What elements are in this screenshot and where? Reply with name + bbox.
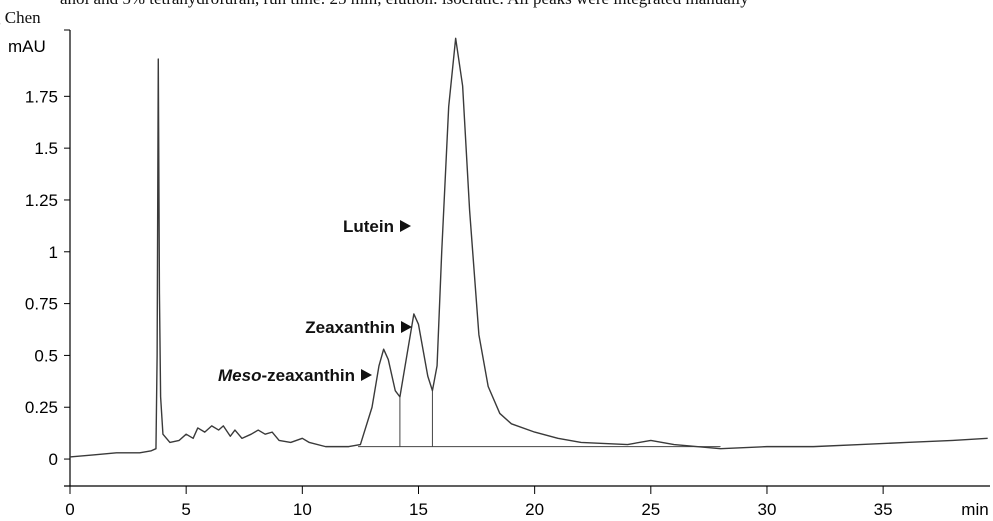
signal-line	[69, 37, 988, 458]
annotation-text: Lutein	[343, 217, 394, 236]
caption-fragment: g Chen	[0, 8, 41, 27]
peak-annotation: Zeaxanthin	[305, 318, 395, 337]
y-tick-label: 1.75	[25, 87, 58, 106]
y-tick-label: 0.5	[34, 346, 58, 365]
caption-fragment: anol and 5% tetrahydrofuran, run time: 2…	[60, 0, 749, 8]
annotation-arrow	[400, 220, 411, 232]
x-tick-label: 35	[874, 500, 893, 519]
annotation-arrow	[361, 369, 372, 381]
y-tick-label: 0	[49, 450, 58, 469]
x-tick-label: 0	[65, 500, 74, 519]
x-tick-label: 25	[641, 500, 660, 519]
x-tick-label: 10	[293, 500, 312, 519]
x-axis-label: min	[961, 500, 988, 519]
annotation-italic: Meso	[218, 366, 261, 385]
y-tick-label: 0.75	[25, 295, 58, 314]
annotation-arrow	[401, 321, 412, 333]
y-tick-label: 1.25	[25, 191, 58, 210]
peak-annotation: Lutein	[343, 217, 394, 236]
y-tick-label: 1.5	[34, 139, 58, 158]
y-axis-label: mAU	[8, 37, 46, 56]
y-tick-label: 1	[49, 243, 58, 262]
x-tick-label: 30	[758, 500, 777, 519]
x-tick-label: 5	[181, 500, 190, 519]
y-tick-label: 0.25	[25, 398, 58, 417]
x-tick-label: 20	[525, 500, 544, 519]
x-tick-label: 15	[409, 500, 428, 519]
annotation-text: Zeaxanthin	[305, 318, 395, 337]
annotation-text: -zeaxanthin	[261, 366, 355, 385]
peak-annotation: Meso-zeaxanthin	[218, 366, 355, 385]
